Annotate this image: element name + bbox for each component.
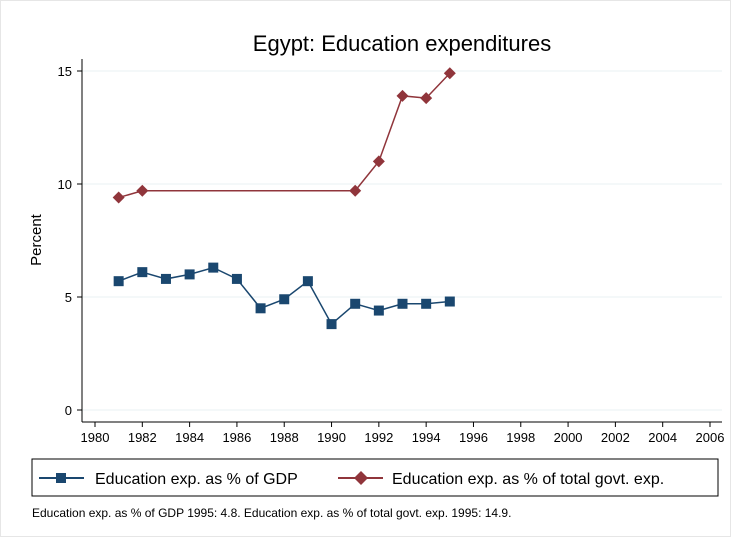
x-tick-label: 1990 (317, 430, 346, 445)
data-point-gdp (137, 267, 148, 278)
data-point-gdp (373, 305, 384, 316)
x-tick-label: 1984 (175, 430, 204, 445)
legend-label-gdp: Education exp. as % of GDP (95, 471, 298, 488)
axes (81, 59, 722, 423)
gridlines (82, 70, 722, 411)
data-point-gdp (231, 273, 242, 284)
y-axis-ticks: 0 5 10 15 (58, 64, 82, 418)
series-group (112, 67, 456, 330)
data-point-gdp (421, 298, 432, 309)
data-point-govt (136, 184, 149, 197)
x-tick-label: 1988 (270, 430, 299, 445)
legend: Education exp. as % of GDP Education exp… (31, 458, 719, 497)
series-line-1 (118, 72, 451, 199)
data-point-gdp (302, 276, 313, 287)
legend-marker-govt (354, 471, 368, 485)
x-axis-ticks: 1980 1982 1984 1986 1988 1990 1992 1994 1996 1998… (81, 422, 725, 445)
x-tick-label: 2000 (554, 430, 583, 445)
x-tick-label: 1998 (506, 430, 535, 445)
x-tick-label: 1982 (128, 430, 157, 445)
data-point-gdp (113, 276, 124, 287)
data-point-govt (372, 155, 385, 168)
data-point-govt (112, 191, 125, 204)
data-point-govt (420, 92, 433, 105)
x-tick-label: 1992 (364, 430, 393, 445)
x-tick-label: 1996 (459, 430, 488, 445)
data-point-govt (443, 67, 456, 80)
x-tick-label: 1986 (222, 430, 251, 445)
chart-note: Education exp. as % of GDP 1995: 4.8. Ed… (32, 506, 511, 520)
data-point-gdp (444, 296, 455, 307)
data-point-gdp (350, 298, 361, 309)
data-point-gdp (255, 303, 266, 314)
legend-marker-gdp (56, 473, 66, 483)
data-point-govt (349, 184, 362, 197)
data-point-gdp (208, 262, 219, 273)
y-tick-label: 15 (58, 64, 72, 79)
y-axis-title: Percent (28, 213, 45, 266)
data-point-gdp (184, 269, 195, 280)
x-tick-label: 1994 (412, 430, 441, 445)
y-tick-label: 5 (65, 290, 72, 305)
x-tick-label: 1980 (81, 430, 110, 445)
data-point-govt (396, 89, 409, 102)
legend-label-govt: Education exp. as % of total govt. exp. (392, 471, 664, 488)
data-point-gdp (160, 273, 171, 284)
data-point-gdp (397, 298, 408, 309)
data-point-gdp (279, 294, 290, 305)
x-tick-label: 2006 (696, 430, 725, 445)
x-tick-label: 2004 (648, 430, 677, 445)
chart-title: Egypt: Education expenditures (253, 31, 551, 56)
data-point-gdp (326, 319, 337, 330)
y-tick-label: 0 (65, 403, 72, 418)
x-tick-label: 2002 (601, 430, 630, 445)
y-tick-label: 10 (58, 177, 72, 192)
